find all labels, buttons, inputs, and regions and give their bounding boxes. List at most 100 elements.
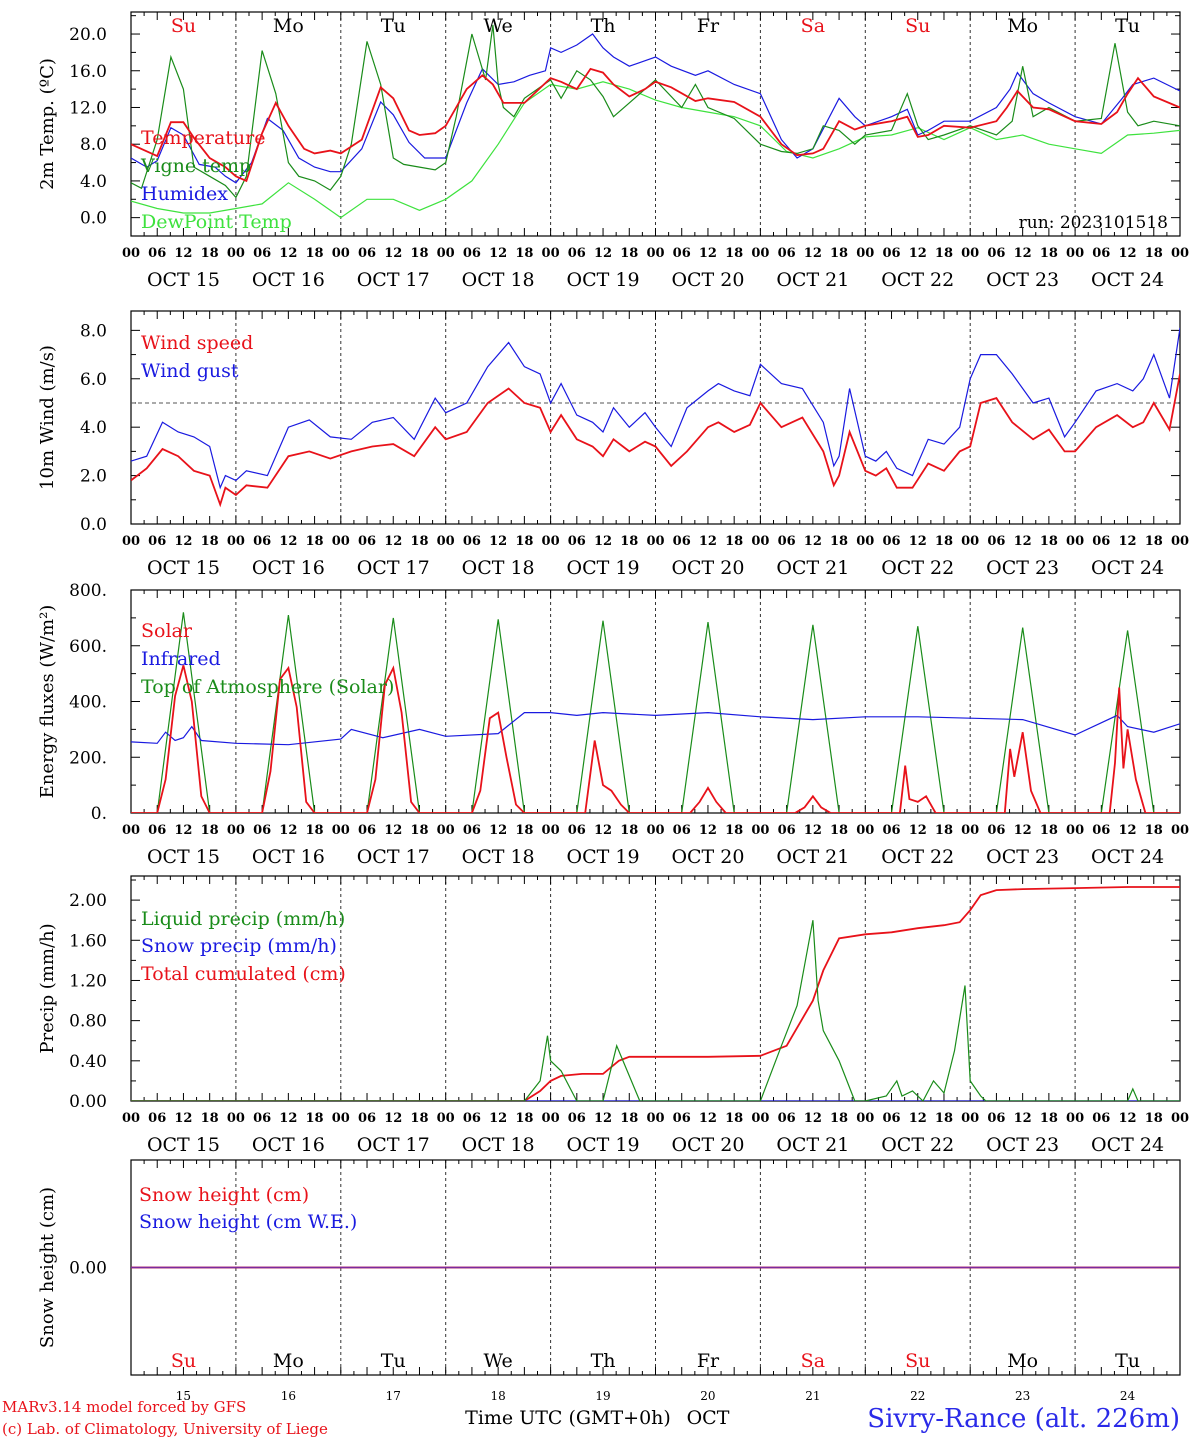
date-label: OCT 22 [881,269,954,291]
hour-label: 12 [1014,1111,1032,1126]
hour-label: 18 [620,823,638,838]
hour-label: 00 [332,246,350,261]
hour-label: 18 [410,534,428,549]
date-label: OCT 20 [671,269,744,291]
hour-label: 00 [332,823,350,838]
hour-label: 06 [673,1111,691,1126]
hour-label: 00 [751,1111,769,1126]
date-label: OCT 24 [1091,557,1164,579]
hour-label: 18 [620,246,638,261]
hour-label: 06 [778,823,796,838]
hour-label: 06 [358,534,376,549]
hour-label: 12 [1119,246,1137,261]
weekday-label: Sa [801,15,825,37]
hour-label: 18 [201,1111,219,1126]
series-line-infrared [131,711,1180,746]
y-tick-label: 0. [91,804,107,824]
plot-frame [130,589,1181,814]
hour-label: 00 [751,823,769,838]
weekday-label: We [484,15,513,37]
legend-entry: DewPoint Temp [141,211,292,233]
day-number-label: 24 [1120,1389,1136,1403]
hour-label: 06 [673,534,691,549]
hour-label: 00 [856,823,874,838]
hour-label: 00 [1066,823,1084,838]
date-label: OCT 18 [462,1134,535,1156]
hour-label: 12 [804,823,822,838]
date-label: OCT 23 [986,557,1059,579]
hour-label: 00 [961,534,979,549]
hour-label: 00 [542,823,560,838]
hour-label: 00 [646,823,664,838]
hour-label: 12 [489,1111,507,1126]
hour-label: 06 [987,246,1005,261]
y-tick-label: 20.0 [69,25,107,45]
hour-label: 18 [935,534,953,549]
date-label: OCT 17 [357,557,430,579]
hour-label: 12 [594,246,612,261]
hour-label: 18 [725,823,743,838]
hour-label: 06 [987,823,1005,838]
weekday-label: Su [171,15,196,37]
hour-label: 06 [148,534,166,549]
hour-label: 06 [1092,534,1110,549]
hour-label: 18 [830,246,848,261]
legend-entry: Infrared [141,648,221,670]
y-tick-label: 400. [69,693,107,713]
hour-label: 00 [437,246,455,261]
hour-label: 00 [542,534,560,549]
hour-label: 00 [122,246,140,261]
legend-entry: Snow height (cm W.E.) [139,1211,357,1233]
weekday-label: Tu [1115,15,1140,37]
hour-label: 12 [1014,823,1032,838]
y-axis-label: Precip (mm/h) [37,923,58,1053]
hour-label: 06 [1092,1111,1110,1126]
hour-label: 18 [410,246,428,261]
date-label: OCT 17 [357,846,430,868]
footer: MARv3.14 model forced by GFS (c) Lab. of… [2,1398,1180,1438]
hour-label: 06 [1092,823,1110,838]
hour-label: 12 [1119,1111,1137,1126]
hour-label: 00 [856,534,874,549]
date-label: OCT 21 [776,846,849,868]
hour-label: 18 [830,823,848,838]
hour-label: 00 [1171,246,1189,261]
day-number-label: 16 [281,1389,296,1403]
hour-label: 12 [699,1111,717,1126]
hour-label: 18 [1145,1111,1163,1126]
date-label: OCT 23 [986,846,1059,868]
date-label: OCT 19 [567,1134,640,1156]
panel-3: 0. 200. 400. 600. 800. Energy fluxes (W/m²) 00… [37,581,1189,868]
weekday-label: Fr [697,15,720,37]
y-tick-label: 1.60 [69,931,107,951]
hour-label: 00 [646,1111,664,1126]
y-tick-label: 12.0 [69,98,107,118]
date-label: OCT 21 [776,557,849,579]
weekday-label: Su [905,1350,930,1372]
panel-4: 0.00 0.40 0.80 1.20 1.60 2.00 Precip (mm/h) 00 0… [37,875,1189,1156]
legend-entry: Wind gust [141,360,239,382]
series-line-top-of-atmosphere-solar- [131,612,1180,813]
hour-label: 06 [148,246,166,261]
weekday-label: Tu [1115,1350,1140,1372]
y-tick-label: 4.0 [80,418,107,438]
hour-label: 06 [882,534,900,549]
hour-label: 18 [515,246,533,261]
hour-label: 18 [725,246,743,261]
date-label: OCT 24 [1091,1134,1164,1156]
hour-label: 00 [542,246,560,261]
hour-label: 12 [489,823,507,838]
date-label: OCT 15 [147,1134,220,1156]
hour-label: 12 [279,246,297,261]
hour-label: 06 [882,823,900,838]
hour-label: 00 [332,1111,350,1126]
date-label: OCT 18 [462,269,535,291]
y-tick-label: 200. [69,748,107,768]
y-tick-label: 1.20 [69,971,107,991]
date-label: OCT 22 [881,1134,954,1156]
hour-label: 12 [804,534,822,549]
y-tick-label: 2.00 [69,891,107,911]
hour-label: 12 [174,1111,192,1126]
panel-1: 0.0 4.0 8.0 12.0 16.0 20.0 2m Temp. (ºC) 00 06 12… [37,11,1189,291]
